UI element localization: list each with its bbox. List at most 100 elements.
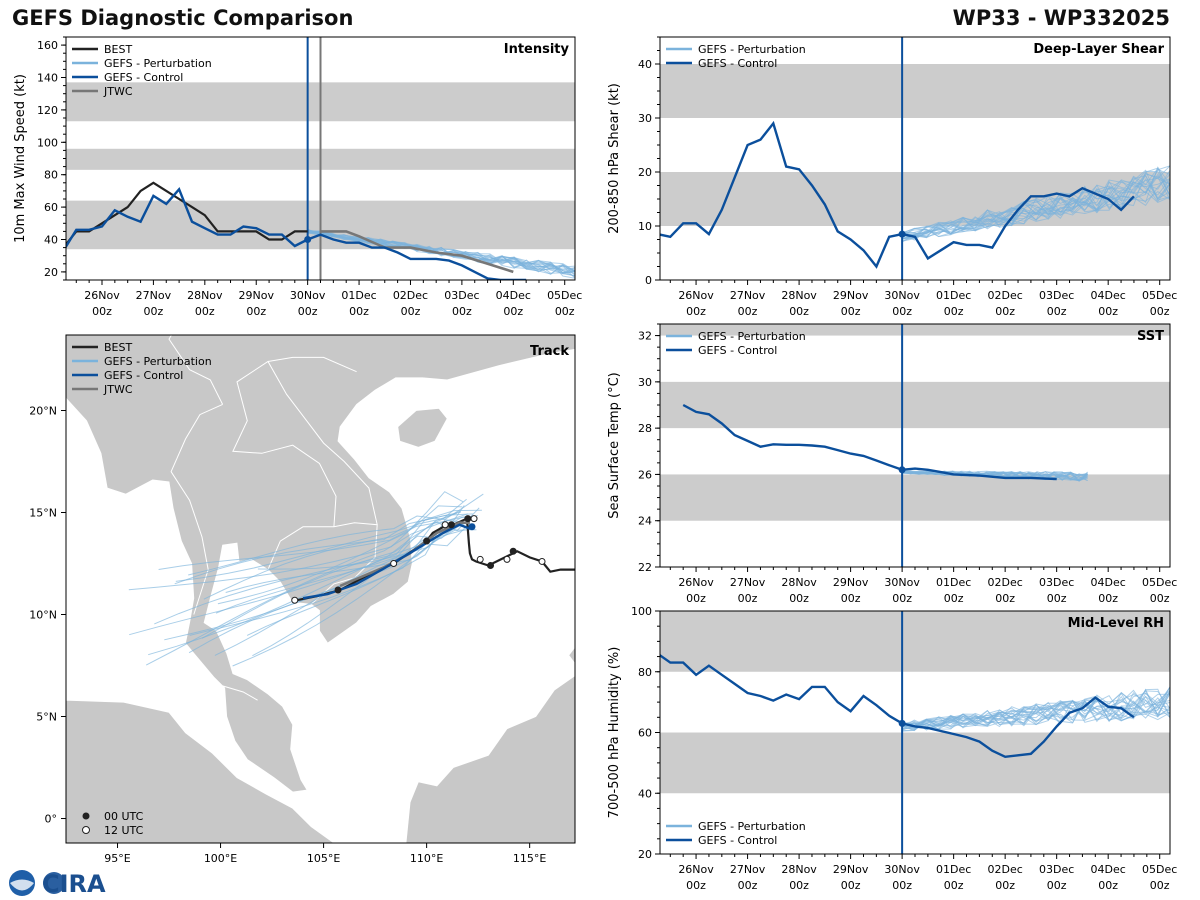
rh-ytick-label-4: 100: [631, 605, 652, 618]
intensity-plot-area: [66, 37, 575, 280]
track-pert-member-6: [148, 510, 461, 656]
rh-xtick-hour-6: 00z: [995, 879, 1015, 892]
sst-xtick-day-0: 26Nov: [678, 576, 714, 589]
intensity-control-line: [66, 187, 527, 280]
track-best-marker-1: [487, 562, 495, 570]
track-pert-member-18: [252, 523, 456, 657]
shear-xtick-day-0: 26Nov: [678, 289, 714, 302]
sst-chart: 22 24 26 28 30 32 26Nov 00z 27Nov 00z 28Nov 00z 29No…: [607, 323, 1177, 605]
rh-pert-member-15: [902, 695, 1170, 728]
rh-xtick-day-5: 01Dec: [936, 863, 971, 876]
rh-xtick-day-7: 03Dec: [1039, 863, 1074, 876]
sst-ytick-label-4: 30: [638, 376, 652, 389]
track-frame: [65, 334, 576, 844]
sst-control-marker: [898, 466, 906, 474]
shear-xtick-hour-9: 00z: [1150, 305, 1170, 318]
rh-xtick-hour-3: 00z: [841, 879, 861, 892]
shear-xtick-day-9: 05Dec: [1142, 289, 1177, 302]
storm-id-title: WP33 - WP332025: [952, 6, 1170, 30]
track-ytick-label-0: 0°: [45, 813, 58, 826]
track-pert-member-4: [201, 517, 466, 639]
rh-band-0: [660, 732, 1170, 794]
intensity-control-marker: [304, 236, 312, 243]
shear-pert-member-13: [902, 170, 1170, 238]
sst-xtick-day-7: 03Dec: [1039, 576, 1074, 589]
intensity-ytick-label-6: 140: [37, 72, 58, 85]
track-xtick-label-0: 95°E: [104, 852, 130, 865]
intensity-xtick-day-3: 29Nov: [238, 289, 274, 302]
intensity-ytick-label-2: 60: [44, 201, 58, 214]
shear-xtick-hour-5: 00z: [944, 305, 964, 318]
intensity-xtick-hour-4: 00z: [298, 305, 318, 318]
rh-ytick-label-2: 60: [638, 727, 652, 740]
utc12-legend-marker: [82, 826, 90, 834]
rh-xtick-hour-1: 00z: [738, 879, 758, 892]
track-best-marker-0: [509, 547, 517, 555]
sst-xtick-day-1: 27Nov: [730, 576, 766, 589]
track-pert-member-10: [203, 505, 463, 600]
intensity-legend-label-best: BEST: [104, 43, 132, 56]
track-legend-label-jtwc: JTWC: [103, 383, 133, 396]
sst-xtick-hour-8: 00z: [1098, 592, 1118, 605]
shear-pert-member-17: [901, 173, 1170, 243]
rh-pert-member-14: [901, 689, 1170, 731]
sst-xtick-day-5: 01Dec: [936, 576, 971, 589]
intensity-xtick-day-2: 28Nov: [187, 289, 223, 302]
intensity-ytick-label-4: 100: [37, 136, 58, 149]
country-border-0: [267, 522, 378, 605]
country-border-4: [267, 356, 357, 373]
shear-xtick-hour-3: 00z: [841, 305, 861, 318]
track-best-marker-11: [390, 559, 398, 567]
track-pert-member-0: [217, 491, 464, 605]
rh-legend-label-pert: GEFS - Perturbation: [698, 820, 806, 833]
track-best-marker-2: [464, 515, 472, 523]
track-xtick-label-2: 105°E: [307, 852, 340, 865]
track-ytick-label-3: 15°N: [29, 506, 57, 519]
track-best-marker-6: [538, 557, 546, 565]
track-control-line: [302, 523, 471, 600]
intensity-xtick-day-6: 02Dec: [393, 289, 428, 302]
shear-xtick-day-2: 28Nov: [781, 289, 817, 302]
shear-xtick-day-4: 30Nov: [884, 289, 920, 302]
track-best-marker-7: [503, 555, 511, 563]
shear-xtick-hour-6: 00z: [995, 305, 1015, 318]
track-best-marker-5: [334, 586, 342, 594]
intensity-legend-label-control: GEFS - Control: [104, 71, 183, 84]
intensity-xtick-hour-1: 00z: [144, 305, 164, 318]
shear-control-line: [660, 120, 1135, 269]
intensity-title: Intensity: [504, 42, 570, 57]
utc12-legend-label: 12 UTC: [104, 824, 144, 837]
rh-ytick-label-1: 40: [638, 787, 652, 800]
intensity-xtick-hour-6: 00z: [401, 305, 421, 318]
intensity-ylabel: 10m Max Wind Speed (kt): [13, 74, 28, 243]
cira-logo: CIRA: [6, 868, 116, 898]
track-control-marker: [468, 523, 476, 531]
shear-pert-member-16: [901, 173, 1170, 238]
shear-control-marker: [898, 230, 906, 238]
intensity-xtick-day-1: 27Nov: [136, 289, 172, 302]
country-border-2: [170, 403, 223, 615]
track-legend-label-best: BEST: [104, 341, 132, 354]
track-pert-member-2: [158, 515, 468, 570]
land-mainland-asia: [66, 335, 575, 793]
track-pert-member-12: [175, 498, 467, 582]
rh-legend-label-control: GEFS - Control: [698, 834, 777, 847]
rh-ytick-label-0: 20: [638, 848, 652, 861]
sst-ylabel: Sea Surface Temp (°C): [607, 372, 622, 519]
shear-xtick-hour-1: 00z: [738, 305, 758, 318]
rh-control-marker: [898, 719, 906, 727]
shear-chart: 0 10 20 30 40 26Nov 00z 27Nov 00z 28Nov 00z 29Nov 00…: [607, 36, 1177, 318]
shear-plot-area: [660, 37, 1170, 280]
intensity-xtick-day-0: 26Nov: [84, 289, 120, 302]
shear-band-1: [660, 64, 1170, 118]
track-pert-member-11: [188, 515, 465, 576]
shear-xtick-day-8: 04Dec: [1091, 289, 1126, 302]
sst-xtick-hour-9: 00z: [1150, 592, 1170, 605]
shear-title: Deep-Layer Shear: [1033, 42, 1164, 57]
intensity-xtick-day-7: 03Dec: [444, 289, 479, 302]
sst-ytick-label-3: 28: [638, 422, 652, 435]
shear-pert-member-20: [902, 165, 1170, 238]
shear-pert-member-11: [902, 178, 1170, 240]
intensity-xtick-hour-2: 00z: [195, 305, 215, 318]
